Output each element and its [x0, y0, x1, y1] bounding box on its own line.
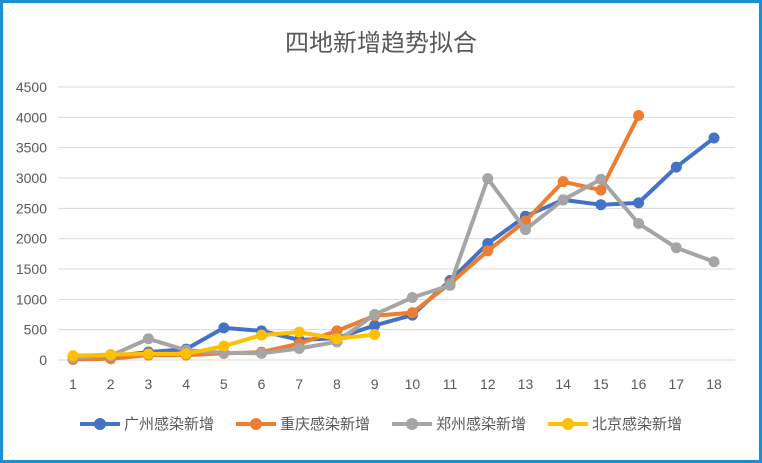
data-point — [633, 110, 645, 122]
data-point — [519, 224, 531, 236]
chart-title: 四地新增趋势拟合 — [285, 29, 477, 57]
data-point — [557, 176, 569, 188]
x-tick-label: 10 — [405, 376, 421, 392]
data-point — [142, 333, 154, 345]
x-tick-label: 17 — [669, 376, 685, 392]
data-point — [67, 350, 79, 362]
y-tick-label: 4000 — [16, 109, 47, 125]
x-tick-label: 9 — [371, 376, 379, 392]
data-point — [180, 348, 192, 360]
series-line — [72, 136, 716, 359]
x-tick-label: 1 — [69, 376, 77, 392]
y-tick-label: 3500 — [16, 140, 47, 156]
x-tick-label: 18 — [706, 376, 722, 392]
legend-marker — [392, 417, 432, 430]
x-tick-label: 13 — [518, 376, 534, 392]
legend-item: 北京感染新增 — [548, 413, 682, 434]
data-point — [369, 319, 381, 331]
legend-label: 北京感染新增 — [592, 415, 683, 433]
data-point — [142, 348, 154, 360]
legend-item: 广州感染新增 — [79, 413, 214, 434]
x-tick-label: 8 — [333, 376, 341, 392]
x-tick-label: 12 — [480, 376, 496, 392]
data-point — [218, 322, 230, 334]
data-point — [595, 173, 607, 185]
x-tick-label: 16 — [631, 376, 647, 392]
data-point — [256, 329, 268, 341]
data-point — [633, 197, 645, 209]
data-point — [293, 342, 305, 354]
data-point — [406, 292, 418, 304]
data-point — [595, 184, 607, 196]
x-tick-label: 7 — [295, 376, 303, 392]
x-tick-label: 5 — [220, 376, 228, 392]
legend-marker — [548, 417, 589, 430]
data-point — [369, 329, 381, 341]
legend-label: 重庆感染新增 — [279, 415, 370, 433]
legend: 广州感染新增 重庆感染新增 郑州感染新增 北京感染新增 — [3, 413, 759, 434]
data-point — [444, 279, 456, 291]
y-tick-label: 1500 — [16, 261, 47, 277]
data-point — [482, 245, 494, 257]
series-line — [72, 114, 641, 362]
y-tick-label: 4500 — [16, 79, 47, 95]
data-point — [331, 325, 343, 337]
data-point — [369, 309, 381, 320]
data-point — [670, 161, 682, 173]
data-point — [482, 173, 494, 185]
data-point — [406, 307, 418, 319]
y-tick-label: 3000 — [16, 170, 47, 186]
series-line — [72, 176, 715, 360]
x-tick-label: 14 — [555, 376, 571, 392]
data-point — [595, 199, 607, 211]
x-tick-label: 2 — [107, 376, 115, 392]
data-point — [708, 256, 720, 268]
y-tick-label: 500 — [24, 322, 48, 338]
data-point — [557, 194, 569, 206]
y-tick-label: 0 — [39, 352, 47, 368]
data-point — [633, 218, 645, 229]
legend-marker — [79, 417, 120, 430]
data-point — [256, 347, 268, 359]
y-tick-label: 1000 — [16, 291, 47, 307]
x-tick-label: 4 — [182, 376, 190, 392]
data-point — [105, 349, 117, 361]
x-tick-label: 3 — [145, 376, 153, 392]
data-point — [331, 333, 343, 345]
legend-marker — [235, 417, 276, 430]
x-tick-label: 11 — [443, 376, 458, 392]
y-tick-label: 2500 — [16, 200, 47, 216]
data-point — [670, 242, 682, 254]
x-tick-label: 15 — [593, 376, 609, 392]
data-point — [218, 340, 230, 352]
data-point — [293, 326, 305, 338]
legend-item: 郑州感染新增 — [392, 413, 526, 434]
y-tick-label: 2000 — [16, 231, 47, 247]
data-point — [708, 132, 720, 144]
legend-label: 广州感染新增 — [123, 415, 214, 433]
x-tick-label: 6 — [258, 376, 266, 392]
legend-label: 郑州感染新增 — [436, 415, 527, 433]
legend-item: 重庆感染新增 — [235, 413, 370, 434]
